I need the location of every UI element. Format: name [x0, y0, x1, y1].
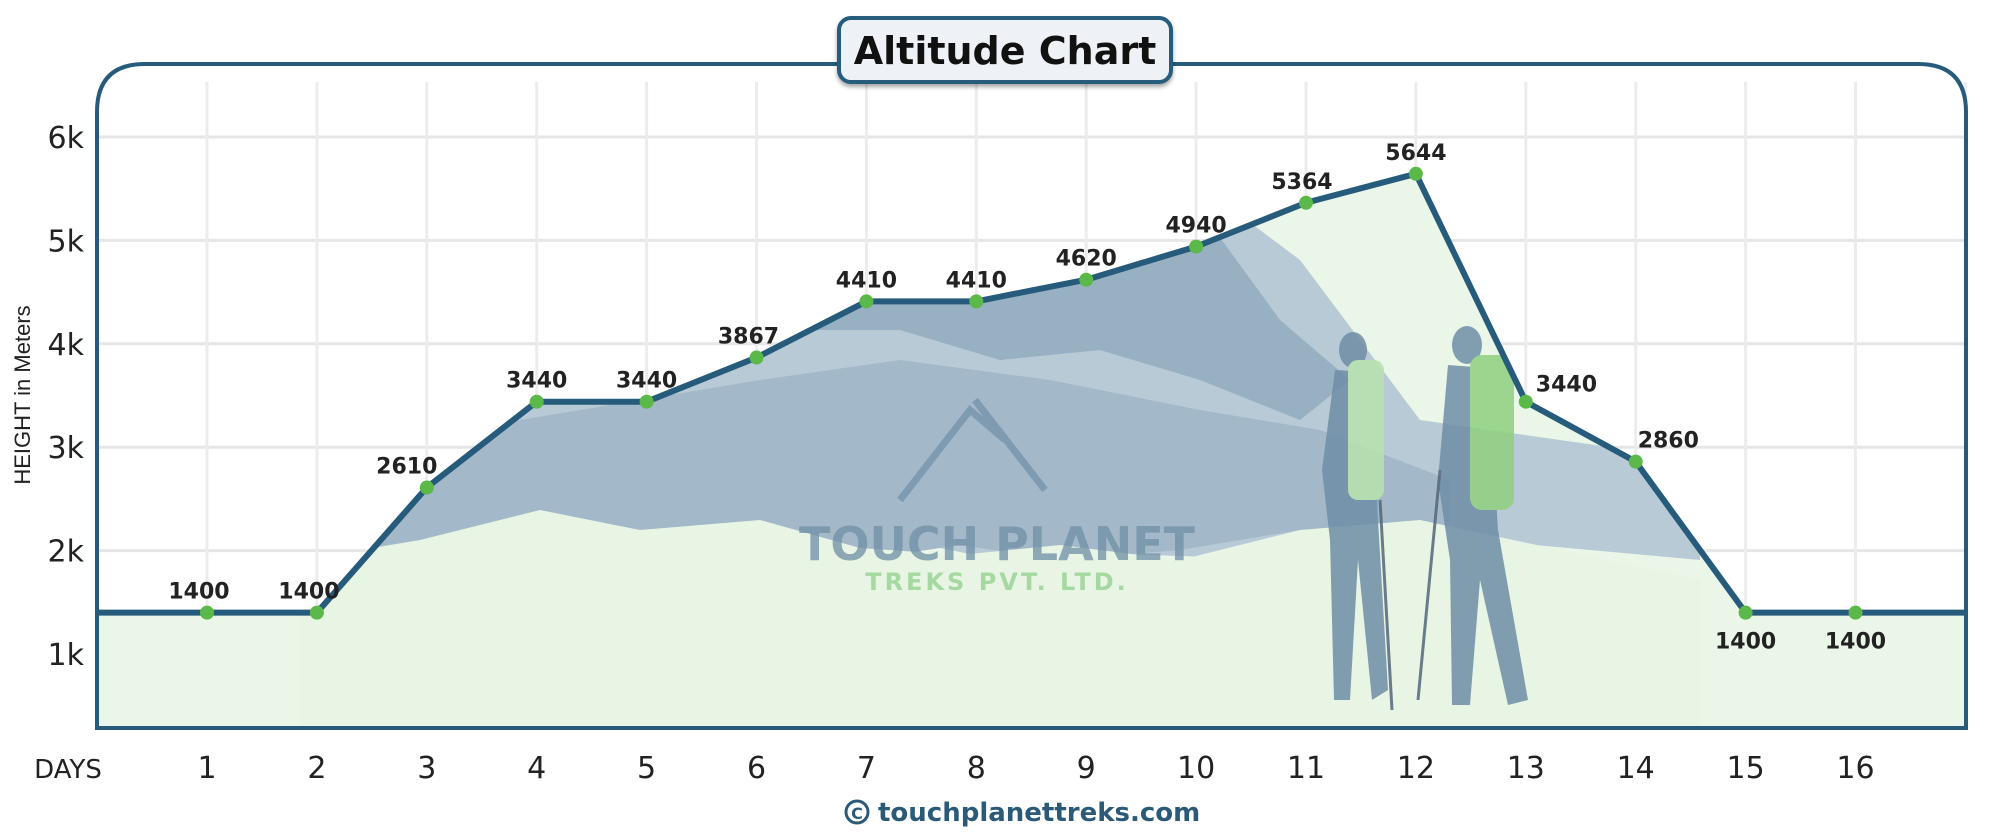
watermark-line1: TOUCH PLANET	[799, 517, 1196, 571]
data-label: 5364	[1271, 170, 1332, 195]
data-label: 1400	[1715, 630, 1776, 655]
data-label: 1400	[168, 580, 229, 605]
mountain-background: TOUCH PLANET TREKS PVT. LTD.	[97, 173, 1966, 728]
data-point	[969, 294, 984, 309]
data-point	[419, 480, 434, 495]
copyright-icon	[844, 799, 870, 825]
plot-frame	[95, 62, 1968, 730]
data-label: 3867	[718, 325, 779, 350]
x-tick-label: 13	[1507, 751, 1545, 786]
watermark-logo: TOUCH PLANET TREKS PVT. LTD.	[799, 397, 1196, 596]
watermark-line2: TREKS PVT. LTD.	[865, 568, 1129, 596]
chart-title-box: Altitude Chart	[837, 16, 1173, 84]
x-axis-label: DAYS	[34, 755, 102, 785]
x-tick-label: 4	[527, 751, 546, 786]
y-tick-label: 2k	[48, 535, 85, 570]
data-point	[1628, 454, 1643, 469]
data-labels: 1400 1400 2610 3440 3440 3867 4410 4410 4620 4940…	[168, 141, 1886, 655]
data-label: 3440	[616, 369, 677, 394]
chart-title: Altitude Chart	[854, 29, 1157, 73]
x-tick-label: 16	[1836, 751, 1874, 786]
data-label: 3440	[506, 369, 567, 394]
y-tick-label: 5k	[48, 224, 85, 259]
data-point	[1189, 239, 1204, 254]
data-point	[529, 394, 544, 409]
y-axis-ticks: 1k 2k 3k 4k 5k 6k	[48, 121, 85, 673]
data-point	[1408, 166, 1423, 181]
x-tick-label: 2	[307, 751, 326, 786]
y-tick-label: 6k	[48, 121, 85, 156]
data-label: 4940	[1165, 214, 1226, 239]
x-tick-label: 5	[637, 751, 656, 786]
data-point	[1848, 605, 1863, 620]
x-tick-label: 7	[857, 751, 876, 786]
data-label: 2860	[1638, 429, 1699, 454]
x-tick-label: 12	[1397, 751, 1435, 786]
x-tick-label: 11	[1287, 751, 1325, 786]
x-tick-label: 6	[747, 751, 766, 786]
markers	[200, 166, 1863, 620]
data-point	[1738, 605, 1753, 620]
x-tick-label: 10	[1177, 751, 1215, 786]
x-axis-ticks: 1 2 3 4 5 6 7 8 9 10 11 12 13 14 15 16	[197, 751, 1874, 786]
x-tick-label: 14	[1617, 751, 1655, 786]
x-tick-label: 3	[417, 751, 436, 786]
data-point	[1079, 272, 1094, 287]
data-label: 5644	[1385, 141, 1446, 166]
data-label: 1400	[278, 580, 339, 605]
y-tick-label: 1k	[48, 638, 85, 673]
data-label: 4410	[946, 268, 1007, 293]
y-tick-label: 4k	[48, 328, 85, 363]
data-label: 2610	[376, 455, 437, 480]
data-point	[859, 294, 874, 309]
y-tick-label: 3k	[48, 431, 85, 466]
y-axis-label: HEIGHT in Meters	[10, 305, 35, 484]
series-line	[97, 170, 1966, 616]
svg-text:C: C	[851, 804, 863, 823]
x-tick-label: 15	[1727, 751, 1765, 786]
x-tick-label: 8	[967, 751, 986, 786]
footer: C touchplanettreks.com	[844, 798, 1200, 828]
x-tick-label: 1	[197, 751, 216, 786]
data-label: 3440	[1536, 373, 1597, 398]
data-point	[1299, 195, 1313, 210]
data-point	[200, 605, 214, 620]
data-label: 1400	[1825, 630, 1886, 655]
data-label: 4410	[836, 268, 897, 293]
x-tick-label: 9	[1077, 751, 1096, 786]
footer-website[interactable]: touchplanettreks.com	[878, 798, 1200, 828]
data-point	[749, 350, 764, 365]
data-label: 4620	[1056, 247, 1117, 272]
data-point	[1518, 394, 1533, 409]
hikers-illustration	[1322, 326, 1528, 711]
data-point	[639, 394, 654, 409]
data-point	[309, 605, 324, 620]
